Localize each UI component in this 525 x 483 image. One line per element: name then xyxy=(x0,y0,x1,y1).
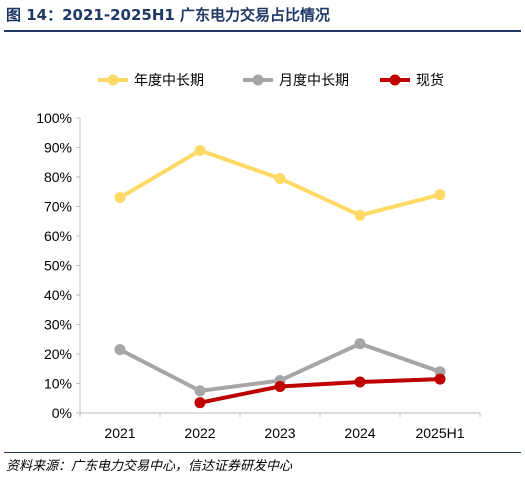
x-tick-label: 2022 xyxy=(184,425,215,441)
legend-label: 年度中长期 xyxy=(134,73,204,89)
legend-label: 月度中长期 xyxy=(279,73,349,89)
legend-swatch-marker xyxy=(107,74,119,86)
y-tick-label: 80% xyxy=(44,169,72,185)
data-point xyxy=(354,209,366,221)
y-axis: 0% 10% 20% 30% 40% 50% 60% 70% 80% 90% 100% xyxy=(36,110,81,421)
chart-legend: 年度中长期 月度中长期 现货 xyxy=(98,72,444,89)
data-point xyxy=(434,189,446,201)
series-3 xyxy=(194,373,446,409)
y-tick-label: 40% xyxy=(44,287,72,303)
legend-swatch-marker xyxy=(389,74,401,86)
plot-area xyxy=(114,144,446,409)
legend-item: 现货 xyxy=(380,72,444,89)
data-point xyxy=(354,376,366,388)
data-point xyxy=(274,380,286,392)
x-axis: 2021 2022 2023 2024 2025H1 xyxy=(79,412,481,441)
figure-title: 图 14：2021-2025H1 广东电力交易占比情况 xyxy=(6,6,331,24)
y-tick-label: 50% xyxy=(44,258,72,274)
data-point xyxy=(194,397,206,409)
y-tick-label: 90% xyxy=(44,140,72,156)
source-note: 资料来源：广东电力交易中心，信达证券研发中心 xyxy=(6,459,293,474)
source-divider xyxy=(4,452,521,453)
legend-swatch-marker xyxy=(252,74,264,86)
series-1 xyxy=(114,144,446,221)
data-point xyxy=(274,172,286,184)
y-tick-label: 100% xyxy=(36,110,72,126)
y-tick-label: 0% xyxy=(52,405,72,421)
legend-item: 月度中长期 xyxy=(243,73,349,89)
data-point xyxy=(114,344,126,356)
y-tick-label: 20% xyxy=(44,346,72,362)
y-tick-label: 70% xyxy=(44,199,72,215)
x-tick-label: 2024 xyxy=(344,425,375,441)
data-point xyxy=(194,385,206,397)
data-point xyxy=(114,192,126,204)
data-point xyxy=(194,144,206,156)
x-tick-label: 2021 xyxy=(104,425,135,441)
series-line xyxy=(199,377,441,405)
y-tick-label: 30% xyxy=(44,317,72,333)
x-tick-label: 2025H1 xyxy=(415,425,464,441)
data-point xyxy=(434,373,446,385)
legend-item: 年度中长期 xyxy=(98,73,204,89)
x-tick-label: 2023 xyxy=(264,425,295,441)
data-point xyxy=(354,338,366,350)
legend-label: 现货 xyxy=(416,72,444,89)
y-tick-label: 60% xyxy=(44,228,72,244)
y-tick-label: 10% xyxy=(44,376,72,392)
title-divider xyxy=(4,30,521,32)
